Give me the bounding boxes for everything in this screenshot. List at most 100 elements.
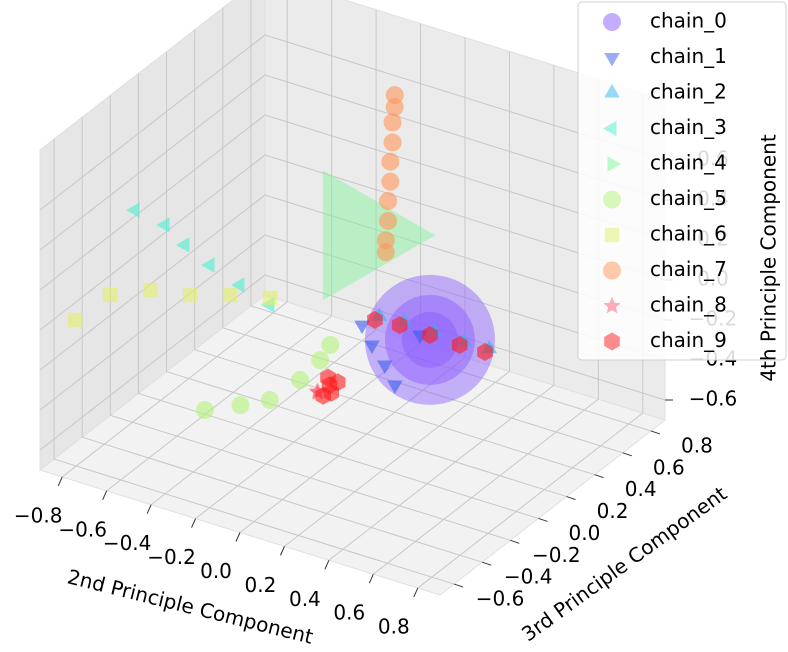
x-tick xyxy=(146,504,152,514)
legend: chain_0 chain_1 chain_2 chain_3 chain_4chain… xyxy=(577,1,787,361)
grid-line xyxy=(250,305,652,432)
grid-line xyxy=(53,458,455,585)
z-axis-label: 4th Principle Component xyxy=(757,134,781,382)
y-tick xyxy=(650,430,661,435)
y-tick xyxy=(594,474,604,479)
x-tick-label: −0.2 xyxy=(147,545,196,569)
x-tick-label: 0.2 xyxy=(245,573,277,597)
point xyxy=(383,133,402,152)
y-tick-label: 0.4 xyxy=(625,477,657,501)
point xyxy=(364,340,380,354)
y-tick-label: 0.0 xyxy=(569,521,601,545)
legend-label: chain_9 xyxy=(650,328,727,352)
point xyxy=(321,335,340,354)
grid-line xyxy=(195,343,421,520)
legend-marker xyxy=(603,190,621,209)
x-tick-label: −0.6 xyxy=(58,517,107,541)
legend-marker xyxy=(603,297,621,314)
grid-line xyxy=(222,327,623,454)
grid-line xyxy=(239,357,466,533)
x-tick-label: −0.8 xyxy=(14,503,63,527)
point xyxy=(381,152,400,171)
grid-line xyxy=(110,414,511,541)
y-tick xyxy=(453,583,464,588)
x-axis-label: 2nd Principle Component xyxy=(65,564,316,648)
marks xyxy=(67,86,497,420)
grid-line xyxy=(417,412,644,589)
point xyxy=(195,401,214,420)
point xyxy=(381,172,400,191)
point xyxy=(311,351,330,370)
grid-line xyxy=(82,436,483,563)
point xyxy=(377,360,393,374)
point xyxy=(379,191,398,210)
grid-line xyxy=(39,74,266,251)
x-tick-label: 0.8 xyxy=(378,615,410,639)
point xyxy=(367,310,383,329)
y-tick-label: 0.2 xyxy=(597,499,629,523)
legend-marker xyxy=(607,156,621,172)
point xyxy=(315,386,331,405)
x-tick-label: −0.4 xyxy=(103,531,152,555)
x-tick xyxy=(102,490,108,501)
grid-line xyxy=(39,34,266,211)
y-tick xyxy=(538,517,548,522)
point xyxy=(391,316,408,335)
x-tick xyxy=(235,532,241,542)
x-tick xyxy=(57,476,63,487)
point xyxy=(201,257,215,273)
y-tick-label: 0.8 xyxy=(681,433,713,457)
grid-line xyxy=(166,371,567,498)
point xyxy=(156,217,170,233)
legend-marker xyxy=(603,261,621,280)
grid-line xyxy=(61,301,288,478)
grid-line xyxy=(39,274,266,451)
x-tick-label: 0.0 xyxy=(200,559,232,583)
point xyxy=(290,370,309,389)
y-tick xyxy=(622,452,632,457)
x-tick xyxy=(279,546,285,556)
point xyxy=(383,113,402,132)
legend-marker xyxy=(603,13,621,31)
legend-label: chain_2 xyxy=(650,80,727,104)
legend-marker xyxy=(604,53,620,67)
legend-label: chain_3 xyxy=(650,115,727,139)
legend-label: chain_4 xyxy=(650,151,727,175)
point xyxy=(387,380,403,394)
legend-box xyxy=(577,1,787,361)
point xyxy=(376,243,395,262)
point xyxy=(477,343,493,361)
point xyxy=(102,287,118,303)
legend-label: chain_8 xyxy=(650,293,727,317)
point xyxy=(329,373,346,392)
point xyxy=(182,287,198,303)
grid-line xyxy=(373,398,599,575)
x-tick-label: 0.4 xyxy=(289,587,321,611)
grid-line xyxy=(106,315,332,492)
point xyxy=(222,287,238,303)
point xyxy=(260,391,279,410)
legend-label: chain_5 xyxy=(650,186,727,210)
x-tick-label: 0.6 xyxy=(333,601,365,625)
z-tick-label: −0.6 xyxy=(689,387,738,411)
grid-line xyxy=(39,114,266,291)
point xyxy=(385,98,404,117)
grid-line xyxy=(39,154,266,331)
y-tick-label: −0.4 xyxy=(504,565,553,589)
y-tick-label: −0.6 xyxy=(476,587,525,611)
grid-line xyxy=(39,194,266,371)
legend-label: chain_7 xyxy=(650,257,727,281)
legend-marker xyxy=(604,84,620,98)
point xyxy=(175,237,190,253)
y-tick xyxy=(566,496,576,501)
legend-label: chain_1 xyxy=(650,44,727,68)
y-tick-label: 0.6 xyxy=(653,455,685,479)
point xyxy=(231,277,245,293)
y-tick xyxy=(510,539,520,544)
point xyxy=(451,336,468,354)
left-pane xyxy=(39,0,266,472)
point xyxy=(379,211,398,230)
grid xyxy=(39,0,666,589)
grid-line xyxy=(39,234,266,411)
